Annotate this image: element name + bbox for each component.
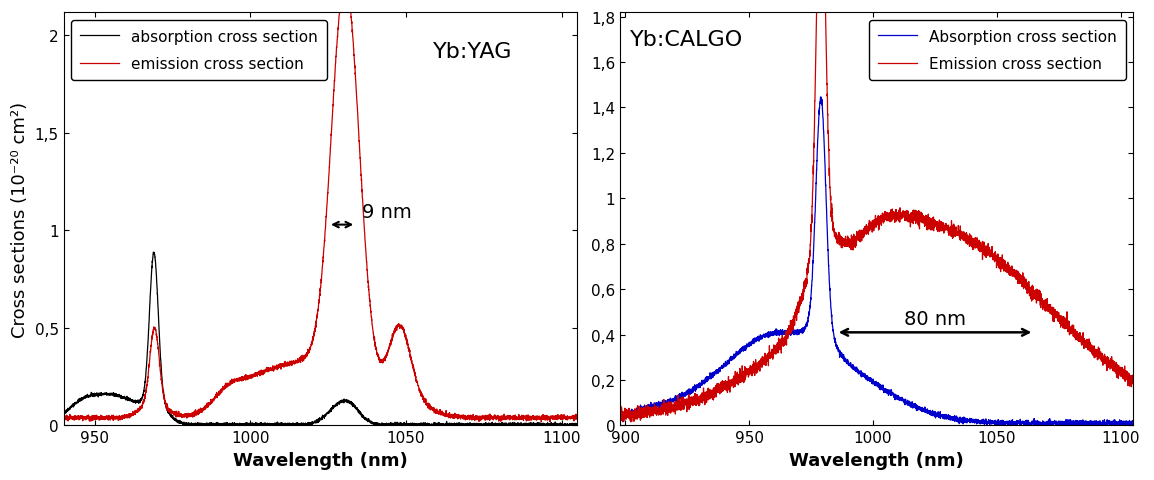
Line: absorption cross section: absorption cross section <box>63 252 593 426</box>
emission cross section <box>534 419 548 425</box>
Text: Yb:YAG: Yb:YAG <box>433 42 512 62</box>
Text: 80 nm: 80 nm <box>904 309 966 328</box>
Absorption cross section <box>814 95 827 100</box>
emission cross section <box>279 363 293 369</box>
emission cross section <box>544 416 557 422</box>
absorption cross section <box>180 423 194 429</box>
absorption cross section <box>284 422 298 428</box>
Line: Absorption cross section: Absorption cross section <box>620 97 1146 426</box>
Emission cross section <box>991 259 1005 265</box>
emission cross section <box>570 416 584 421</box>
Legend: absorption cross section, emission cross section: absorption cross section, emission cross… <box>72 21 327 81</box>
Text: Yb:CALGO: Yb:CALGO <box>630 29 743 49</box>
absorption cross section <box>570 423 584 429</box>
Absorption cross section <box>613 416 627 422</box>
Legend: Absorption cross section, Emission cross section: Absorption cross section, Emission cross… <box>869 21 1126 81</box>
Emission cross section <box>613 416 627 421</box>
absorption cross section <box>544 422 557 428</box>
Absorption cross section <box>987 420 1001 426</box>
X-axis label: Wavelength (nm): Wavelength (nm) <box>789 451 964 469</box>
absorption cross section <box>308 419 322 424</box>
Absorption cross section <box>1003 419 1017 424</box>
Absorption cross section <box>1004 423 1018 429</box>
Line: Emission cross section: Emission cross section <box>620 0 1146 422</box>
absorption cross section <box>586 421 600 427</box>
emission cross section <box>308 327 322 333</box>
Emission cross section <box>987 257 1001 263</box>
Absorption cross section <box>676 392 690 398</box>
Emission cross section <box>624 419 638 425</box>
Emission cross section <box>666 405 680 411</box>
absorption cross section <box>279 422 293 428</box>
Text: 9 nm: 9 nm <box>362 202 412 221</box>
Line: emission cross section: emission cross section <box>63 0 593 422</box>
Absorption cross section <box>666 396 680 402</box>
X-axis label: Wavelength (nm): Wavelength (nm) <box>233 451 407 469</box>
emission cross section <box>586 412 600 418</box>
emission cross section <box>441 414 455 420</box>
absorption cross section <box>441 422 455 428</box>
Emission cross section <box>1004 270 1018 276</box>
emission cross section <box>57 416 70 422</box>
Absorption cross section <box>980 423 994 429</box>
absorption cross section <box>147 250 160 255</box>
absorption cross section <box>57 410 70 416</box>
emission cross section <box>283 360 297 365</box>
Absorption cross section <box>991 419 1005 425</box>
Emission cross section <box>1003 265 1017 271</box>
Emission cross section <box>676 394 690 400</box>
Absorption cross section <box>1139 421 1153 427</box>
Y-axis label: Cross sections (10⁻²⁰ cm²): Cross sections (10⁻²⁰ cm²) <box>12 101 29 337</box>
Emission cross section <box>1139 382 1153 387</box>
